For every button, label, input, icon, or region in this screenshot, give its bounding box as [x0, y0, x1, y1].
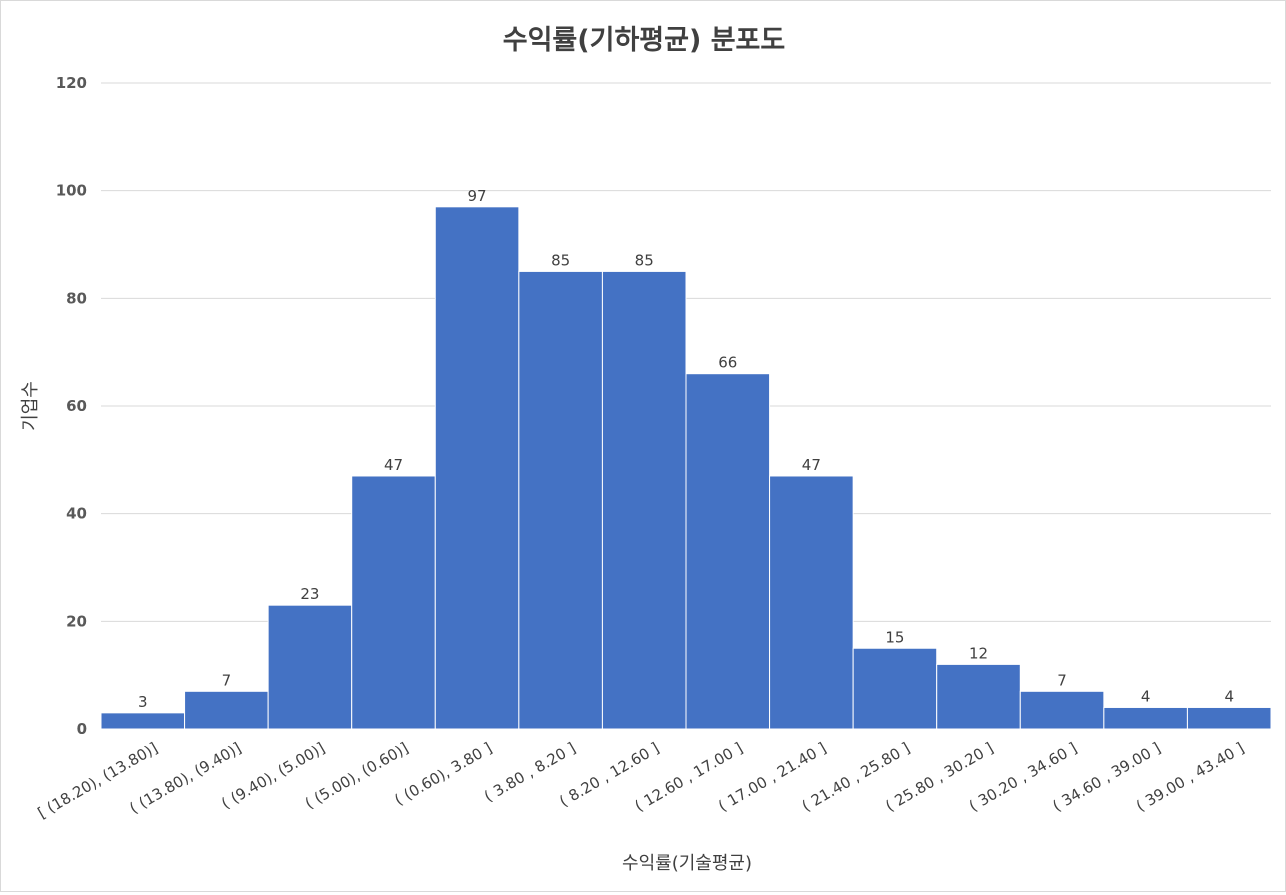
x-axis-title: 수익률(기술평균) — [622, 853, 752, 874]
bar — [1103, 706, 1188, 730]
data-label: 3 — [138, 693, 148, 711]
y-tick-label: 20 — [66, 612, 87, 630]
y-tick-label: 120 — [56, 74, 87, 92]
y-tick-label: 80 — [66, 289, 87, 307]
bar — [1019, 690, 1105, 730]
data-label: 15 — [885, 628, 904, 646]
y-tick-label: 100 — [56, 182, 87, 200]
bar — [267, 604, 353, 730]
data-label: 47 — [802, 456, 821, 474]
data-label: 7 — [222, 671, 232, 689]
data-label: 66 — [718, 354, 737, 372]
bar — [936, 663, 1021, 730]
y-axis-title: 기업수 — [20, 381, 41, 431]
data-label: 4 — [1141, 687, 1151, 705]
data-label: 85 — [551, 251, 570, 269]
x-axis-ticks: [ (18.20), (13.80)]( (13.80), (9.40)]( (… — [35, 739, 1248, 822]
data-label: 7 — [1057, 671, 1067, 689]
bar — [434, 206, 520, 730]
y-tick-label: 40 — [66, 505, 87, 523]
bar — [769, 475, 854, 730]
data-label: 23 — [300, 585, 319, 603]
data-label: 97 — [468, 187, 487, 205]
y-axis-ticks: 0 20 40 60 80 100 120 — [56, 74, 87, 738]
data-label: 4 — [1224, 687, 1234, 705]
data-label: 47 — [384, 456, 403, 474]
bars — [100, 206, 1272, 730]
bar — [852, 647, 938, 730]
bar — [351, 475, 436, 730]
y-tick-label: 0 — [77, 720, 87, 738]
data-label: 85 — [635, 251, 654, 269]
data-labels: 3 7 23 47 97 85 85 66 47 15 12 7 4 4 — [138, 187, 1234, 711]
bar — [100, 712, 186, 730]
bar — [184, 690, 269, 730]
bar — [1186, 706, 1272, 730]
y-tick-label: 60 — [66, 397, 87, 415]
bar — [601, 270, 687, 730]
chart-title: 수익률(기하평균) 분포도 — [503, 25, 785, 56]
data-label: 12 — [969, 644, 988, 662]
bar — [685, 373, 771, 730]
bar — [518, 270, 603, 730]
